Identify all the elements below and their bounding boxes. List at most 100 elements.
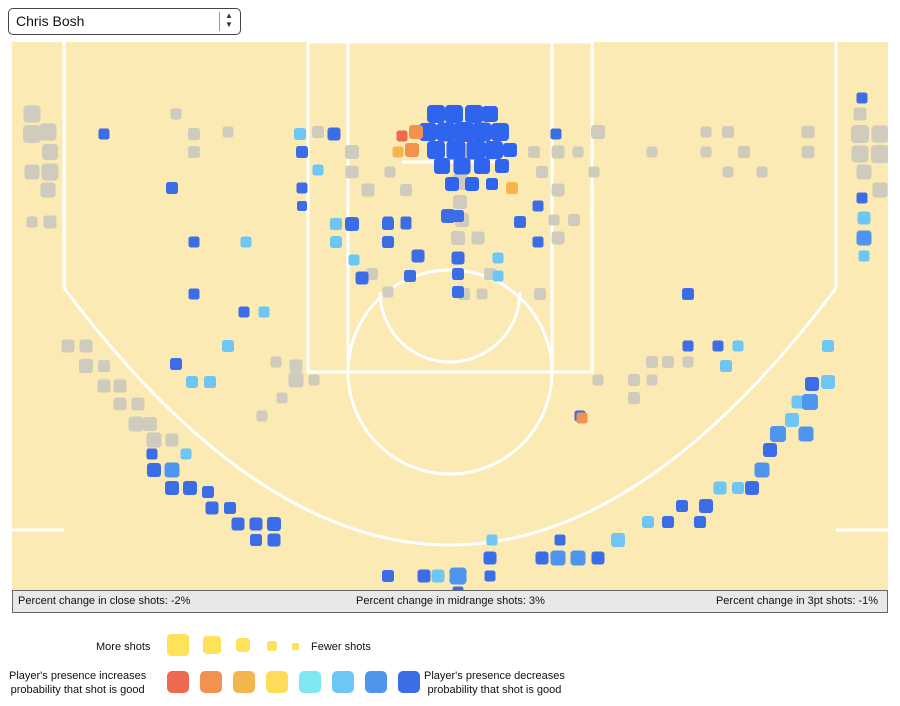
close-shots-stat: Percent change in close shots: -2% xyxy=(18,595,191,607)
shot-tile xyxy=(591,551,605,565)
shot-tile xyxy=(297,201,307,211)
shot-tile xyxy=(682,356,694,368)
shot-tile xyxy=(289,359,303,373)
shot-tile xyxy=(662,516,674,528)
shot-tile xyxy=(188,146,200,158)
shot-tile xyxy=(453,195,467,209)
color-legend-5 xyxy=(299,671,321,693)
shot-tile xyxy=(472,122,492,142)
shot-tile xyxy=(267,517,281,531)
shot-tile xyxy=(554,534,566,546)
shot-tile xyxy=(222,126,234,138)
shot-tile xyxy=(700,146,712,158)
shot-tile xyxy=(312,164,324,176)
shot-tile xyxy=(798,426,814,442)
shot-tile xyxy=(400,184,412,196)
shot-tile xyxy=(23,125,41,143)
shot-tile xyxy=(270,356,282,368)
shot-tile xyxy=(454,122,474,142)
shot-tile xyxy=(400,216,412,228)
shot-tile xyxy=(419,123,437,141)
shot-tile xyxy=(676,500,688,512)
shot-tile xyxy=(550,550,566,566)
shot-tile xyxy=(143,417,157,431)
shot-tile xyxy=(222,340,234,352)
stats-bar: Percent change in close shots: -2% Perce… xyxy=(12,590,888,613)
shot-tile xyxy=(113,379,127,393)
shot-tile xyxy=(452,286,464,298)
shot-tile xyxy=(445,105,463,123)
shot-chart xyxy=(12,42,888,590)
shot-tile xyxy=(330,218,342,230)
shot-tile xyxy=(570,550,586,566)
shot-tile xyxy=(224,502,236,514)
midrange-shots-stat: Percent change in midrange shots: 3% xyxy=(356,595,545,607)
shot-tile xyxy=(345,145,359,159)
shot-tile xyxy=(453,157,471,175)
color-legend-7 xyxy=(365,671,387,693)
shot-tile xyxy=(452,210,464,222)
shot-tile xyxy=(853,107,867,121)
select-arrows-icon: ▲ ▼ xyxy=(225,11,233,29)
shot-tile xyxy=(646,146,658,158)
shot-tile xyxy=(452,268,464,280)
color-legend-6 xyxy=(332,671,354,693)
shot-tile xyxy=(451,251,465,265)
shot-tile xyxy=(238,306,250,318)
shot-tile xyxy=(361,183,375,197)
shot-tile xyxy=(646,356,658,368)
shot-tile xyxy=(548,214,560,226)
shot-tile xyxy=(492,252,504,264)
shot-tile xyxy=(98,128,110,140)
shot-tile xyxy=(446,140,466,160)
shot-tile xyxy=(720,360,732,372)
shot-tile xyxy=(732,340,744,352)
shot-tile xyxy=(628,374,640,386)
shot-tile xyxy=(180,448,192,460)
shot-tile xyxy=(536,166,548,178)
shot-tile xyxy=(382,216,394,228)
shot-tile xyxy=(40,182,56,198)
shot-tile xyxy=(482,106,498,122)
shot-tile xyxy=(348,254,360,266)
shot-tile xyxy=(732,482,744,494)
shot-tile xyxy=(166,182,178,194)
color-legend-4 xyxy=(266,671,288,693)
shot-tile xyxy=(770,426,786,442)
shot-tile xyxy=(449,567,467,585)
shot-tile xyxy=(131,397,145,411)
shot-tile xyxy=(486,178,498,190)
shot-tile xyxy=(491,123,509,141)
shot-tile xyxy=(485,141,503,159)
legend-decreases-label: Player's presence decreases probability … xyxy=(424,669,565,697)
shot-tile xyxy=(856,92,868,104)
shot-tile xyxy=(188,128,200,140)
shot-tile xyxy=(345,217,359,231)
shot-tile xyxy=(532,236,544,248)
player-select-value: Chris Bosh xyxy=(16,13,85,29)
size-legend-square-1 xyxy=(167,634,189,656)
color-legend-8 xyxy=(398,671,420,693)
shot-tile xyxy=(165,481,179,495)
shot-tile xyxy=(465,105,483,123)
shot-tile xyxy=(39,123,57,141)
shot-tile xyxy=(23,105,41,123)
shot-tile xyxy=(294,128,306,140)
shot-tile xyxy=(382,236,394,248)
shot-tile xyxy=(551,183,565,197)
player-select[interactable]: Chris Bosh ▲ ▼ xyxy=(8,8,241,35)
shot-tile xyxy=(642,516,654,528)
shot-tile xyxy=(871,145,888,163)
shot-tile xyxy=(713,481,727,495)
shot-tile xyxy=(682,288,694,300)
shot-tile xyxy=(345,165,359,179)
shot-tile xyxy=(434,158,450,174)
three-point-shots-stat: Percent change in 3pt shots: -1% xyxy=(715,595,878,607)
shot-tile xyxy=(700,126,712,138)
shot-tile xyxy=(763,443,777,457)
legend-increases-label: Player's presence increases probability … xyxy=(9,669,146,697)
size-legend-square-2 xyxy=(203,636,221,654)
shot-tile xyxy=(441,209,455,223)
shot-tile xyxy=(417,569,431,583)
shot-tile xyxy=(392,146,404,158)
